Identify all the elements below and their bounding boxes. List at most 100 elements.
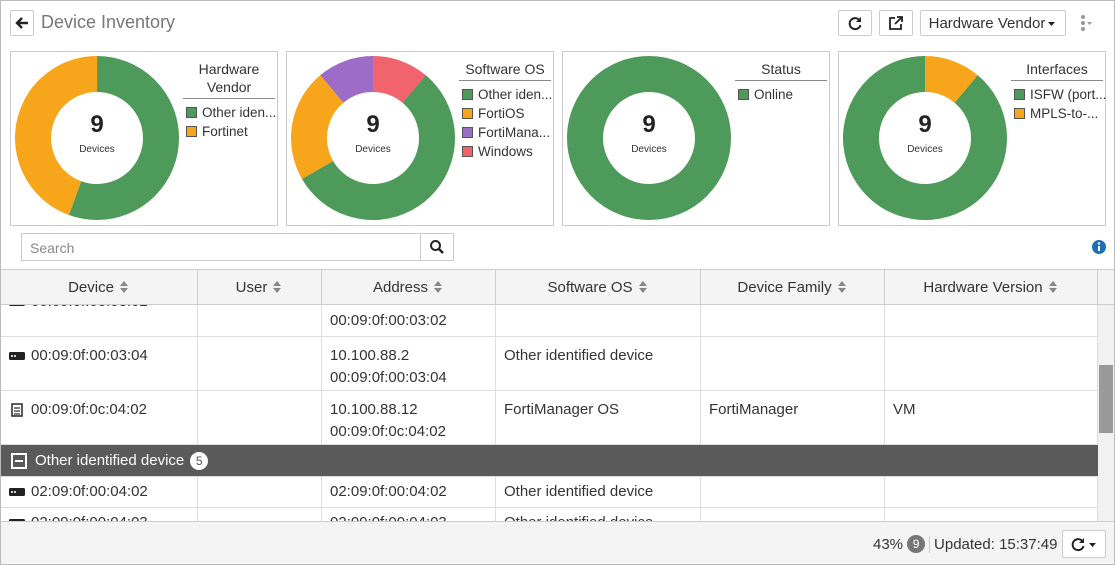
search-button[interactable] [420, 233, 454, 261]
count-badge: 9 [907, 535, 926, 553]
device: 02:09:0f:00:04:03 [9, 512, 189, 521]
sort-icon [434, 281, 443, 293]
column-title: Address [372, 278, 429, 296]
sort-icon [837, 281, 846, 293]
widget-title: Software OS [459, 60, 551, 81]
cell [885, 337, 1098, 390]
collapse-icon [11, 452, 27, 469]
group-label: Other identified device [35, 452, 185, 469]
cell [701, 508, 885, 521]
auto-refresh-dropdown[interactable] [1062, 530, 1106, 558]
table-body: 00:09:0f:00:03:0200:09:0f:00:03:0200:09:… [1, 305, 1098, 521]
back-button[interactable] [10, 10, 34, 36]
icon-body [11, 403, 23, 417]
software-os: Other identified device [504, 345, 692, 367]
cell [496, 305, 701, 336]
column-header[interactable]: Device Family [701, 270, 885, 304]
donut-chart: 9 Devices [843, 56, 1007, 220]
legend-item: ISFW (port... [1014, 85, 1107, 104]
cell: 00:09:0f:00:03:04 [1, 337, 198, 390]
donut-widget: 9 Devices Status Online [562, 51, 830, 226]
refresh-button[interactable] [838, 10, 872, 36]
legend-label: MPLS-to-... [1030, 106, 1099, 121]
software-os-text: Other identified device [504, 512, 653, 521]
legend-item: FortiOS [462, 104, 554, 123]
device-icon [9, 305, 25, 306]
address-line: 02:09:0f:00:04:03 [330, 512, 487, 521]
cell [885, 477, 1098, 507]
cell: 02:09:0f:00:04:03 [1, 508, 198, 521]
cell [701, 305, 885, 336]
group-count: 5 [190, 451, 209, 470]
legend: Other iden... Fortinet [186, 103, 278, 141]
icon-body [9, 519, 25, 521]
group-row[interactable]: Other identified device 5 [1, 445, 1098, 477]
cell: 00:09:0f:00:03:02 [322, 305, 496, 336]
donut-widget: 9 Devices Hardware Vendor Other iden... Fort… [10, 51, 278, 226]
collapse-minus [15, 459, 23, 462]
center-value: 9 [90, 111, 103, 138]
device-family-text: FortiManager [709, 401, 799, 418]
legend-label: FortiMana... [478, 125, 551, 140]
cell: Other identified device [496, 508, 701, 521]
sort-arrows [638, 281, 647, 293]
device: 00:09:0f:00:03:02 [9, 305, 189, 313]
donut-chart: 9 Devices [15, 56, 179, 220]
donut-widget: 9 Devices Software OS Other iden... FortiOS F… [286, 51, 554, 226]
table-row[interactable]: 00:09:0f:00:03:02 00:09:0f:00:03:02 [1, 305, 1098, 337]
sort-icon [1048, 281, 1057, 293]
column-header[interactable]: Address [322, 270, 496, 304]
sort-icon [638, 281, 647, 293]
legend-label: ISFW (port... [1030, 87, 1107, 102]
column-title: User [235, 278, 268, 296]
donut-segment [567, 56, 731, 220]
cell [885, 305, 1098, 336]
search-input[interactable]: Search [21, 233, 421, 261]
more-menu[interactable] [1077, 14, 1093, 32]
cell [198, 508, 322, 521]
device-icon [9, 519, 25, 521]
legend-item: Fortinet [186, 122, 278, 141]
software-os: FortiManager OS [504, 399, 692, 421]
view-dropdown[interactable]: Hardware Vendor [920, 10, 1066, 36]
cell: 00:09:0f:00:03:02 [1, 305, 198, 336]
icon-body [9, 488, 25, 496]
icon-lines [14, 407, 20, 415]
column-title: Device Family [737, 278, 832, 296]
device-family: FortiManager [709, 399, 876, 421]
legend-swatch [186, 126, 197, 137]
legend-label: Online [754, 87, 794, 102]
legend-item: Online [738, 85, 830, 104]
legend-swatch [462, 146, 473, 157]
table-row[interactable]: 02:09:0f:00:04:03 02:09:0f:00:04:03 Other … [1, 508, 1098, 521]
column-title: Software OS [547, 278, 633, 296]
icon-body [9, 305, 25, 306]
cell: 00:09:0f:0c:04:02 [1, 391, 198, 444]
donut-segment [291, 56, 455, 220]
column-header[interactable]: Hardware Version [885, 270, 1098, 304]
scrollbar[interactable] [1098, 305, 1114, 521]
table-row[interactable]: 02:09:0f:00:04:02 02:09:0f:00:04:02 Other … [1, 477, 1098, 508]
legend: ISFW (port... MPLS-to-... [1014, 85, 1107, 123]
open-external-button[interactable] [879, 10, 913, 36]
center-label: Devices [79, 144, 115, 155]
legend-item: FortiMana... [462, 123, 554, 142]
table-row[interactable]: 00:09:0f:0c:04:02 10.100.88.12 00:09:0f:0c… [1, 391, 1098, 445]
legend-label: Other iden... [478, 87, 553, 102]
legend-swatch [462, 108, 473, 119]
info-icon[interactable] [1091, 239, 1107, 255]
address-line: 10.100.88.12 [330, 401, 418, 418]
cell: Other identified device [496, 477, 701, 507]
column-header[interactable]: User [198, 270, 322, 304]
legend-item: Windows [462, 142, 554, 161]
column-header[interactable]: Device [1, 270, 198, 304]
icon-lights [11, 355, 16, 357]
address-line: 10.100.88.2 [330, 347, 410, 364]
column-header[interactable]: Software OS [496, 270, 701, 304]
software-os-text: Other identified device [504, 483, 654, 500]
legend-label: FortiOS [478, 106, 525, 121]
legend: Other iden... FortiOS FortiMana... Windows [462, 85, 554, 161]
address-line: 02:09:0f:00:04:02 [330, 483, 447, 500]
table-row[interactable]: 00:09:0f:00:03:04 10.100.88.2 00:09:0f:00:… [1, 337, 1098, 391]
